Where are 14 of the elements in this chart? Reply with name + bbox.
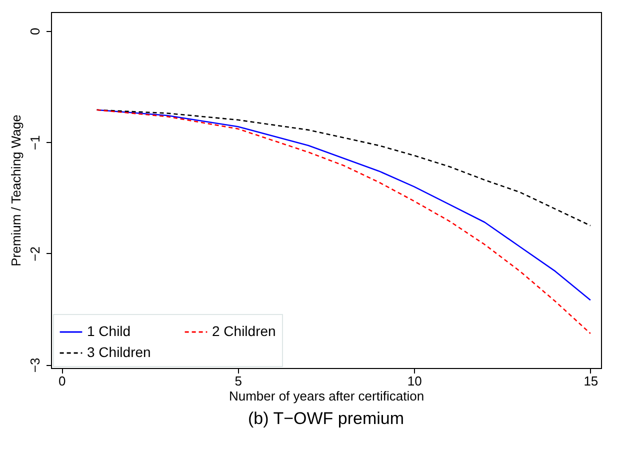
text: (b) T−OWF premium: [248, 409, 404, 428]
x-tick-label: 15: [584, 374, 598, 388]
x-tick-label: 5: [234, 374, 242, 388]
legend-label: 3 Children: [87, 344, 151, 360]
legend-label: 1 Child: [87, 323, 131, 339]
y-tick-label: −2: [28, 246, 42, 262]
y-tick-label: −1: [28, 135, 42, 150]
legend-label: 2 Children: [212, 323, 276, 339]
x-axis-title: Number of years after certification: [228, 388, 424, 404]
x-tick-label: 10: [407, 374, 422, 388]
y-tick-label: 0: [28, 28, 42, 36]
y-tick-label: −3: [28, 358, 42, 373]
x-tick-label: 0: [58, 374, 66, 388]
y-axis-title: Premium / Teaching Wage: [8, 114, 24, 266]
